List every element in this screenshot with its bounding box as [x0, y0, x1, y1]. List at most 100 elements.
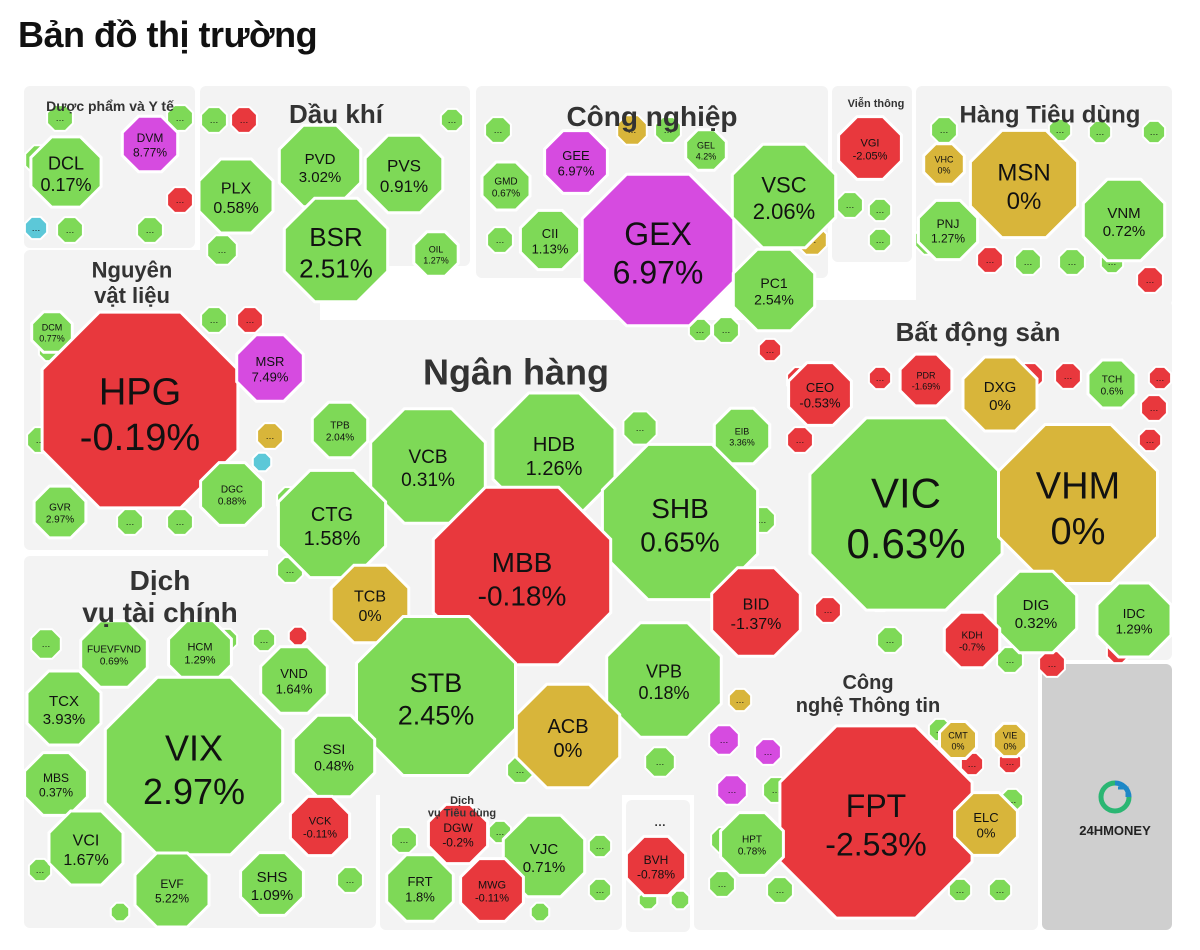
filler-cell [23, 215, 49, 241]
ticker-cell[interactable] [514, 682, 622, 790]
ticker-cell[interactable] [235, 333, 305, 403]
ticker-change: 2.97% [143, 771, 245, 812]
ticker-symbol: EVF [160, 877, 183, 891]
filler-cell-label: … [636, 423, 645, 433]
filler-cell [1087, 119, 1113, 145]
ticker-change: 2.97% [46, 515, 74, 526]
ticker-cell[interactable] [133, 851, 211, 929]
ticker-cell[interactable] [103, 675, 285, 857]
ticker-change: -0.19% [80, 417, 200, 459]
ticker-cell[interactable] [355, 615, 517, 777]
ticker-cell[interactable] [259, 645, 329, 715]
ticker-cell[interactable] [385, 853, 455, 923]
ticker-cell[interactable] [993, 569, 1079, 655]
ticker-cell[interactable] [808, 416, 1004, 612]
ticker-cell[interactable] [1081, 177, 1167, 263]
filler-cell [987, 877, 1013, 903]
ticker-cell[interactable] [961, 355, 1039, 433]
ticker-cell[interactable] [1086, 358, 1138, 410]
ticker-cell[interactable] [32, 484, 88, 540]
ticker-cell[interactable] [710, 566, 802, 658]
filler-cell [166, 508, 194, 536]
filler-cell-label: … [996, 885, 1005, 895]
filler-cell-label: … [42, 639, 51, 649]
sector-group: VGI -2.05% [837, 115, 903, 181]
ticker-cell[interactable] [730, 142, 838, 250]
ticker-cell[interactable] [719, 811, 785, 877]
ticker-cell[interactable] [712, 406, 772, 466]
ticker-cell[interactable] [968, 128, 1080, 240]
ticker-cell[interactable] [426, 802, 490, 866]
ticker-cell[interactable] [731, 247, 817, 333]
ticker-symbol: FRT [407, 874, 432, 889]
ticker-cell[interactable] [942, 610, 1002, 670]
ticker-cell[interactable] [938, 720, 978, 760]
ticker-symbol: ACB [547, 716, 588, 738]
ticker-change: 1.13% [532, 242, 569, 257]
ticker-cell[interactable] [543, 129, 609, 195]
ticker-symbol: VIC [871, 470, 941, 517]
ticker-cell[interactable] [624, 834, 688, 898]
ticker-change: 0% [358, 608, 381, 625]
ticker-cell[interactable] [23, 751, 89, 817]
ticker-change: 3.02% [299, 169, 342, 186]
filler-cell-label: … [728, 785, 737, 795]
ticker-cell[interactable] [282, 196, 390, 304]
ticker-cell[interactable] [197, 157, 275, 235]
ticker-cell[interactable] [778, 724, 974, 920]
ticker-cell[interactable] [580, 172, 736, 328]
ticker-cell[interactable] [47, 809, 125, 887]
ticker-cell[interactable] [120, 114, 180, 174]
ticker-cell[interactable] [953, 791, 1019, 857]
filler-cell [1058, 248, 1086, 276]
ticker-cell[interactable] [459, 857, 525, 923]
ticker-cell[interactable] [199, 461, 265, 527]
ticker-cell[interactable] [600, 442, 760, 602]
filler-cell-label: … [346, 875, 355, 885]
ticker-cell[interactable] [369, 407, 487, 525]
filler-cell [1137, 427, 1163, 453]
filler-cell [287, 625, 309, 647]
filler-cell-label: … [496, 235, 505, 245]
ticker-cell[interactable] [239, 851, 305, 917]
filler-cell-label: … [1150, 403, 1159, 413]
ticker-cell[interactable] [79, 619, 149, 689]
filler-cell [708, 724, 740, 756]
ticker-symbol: MSR [256, 354, 285, 369]
ticker-cell[interactable] [922, 142, 966, 186]
ticker-cell[interactable] [684, 128, 728, 172]
filler-cell-label: … [1056, 125, 1065, 135]
ticker-cell[interactable] [518, 208, 582, 272]
ticker-cell[interactable] [30, 310, 74, 354]
ticker-cell[interactable] [291, 713, 377, 799]
filler-cell-label: … [824, 605, 833, 615]
filler-cell [390, 826, 418, 854]
ticker-cell[interactable] [288, 794, 352, 858]
ticker-cell[interactable] [310, 400, 370, 460]
ticker-cell[interactable] [363, 133, 445, 215]
ticker-cell[interactable] [431, 485, 613, 667]
ticker-symbol: DXG [984, 379, 1017, 396]
ticker-cell[interactable] [40, 310, 240, 510]
ticker-symbol: PVS [387, 156, 421, 175]
ticker-cell[interactable] [787, 361, 853, 427]
ticker-cell[interactable] [412, 230, 460, 278]
ticker-change: 2.51% [299, 253, 373, 283]
filler-cell [754, 738, 782, 766]
ticker-cell[interactable] [916, 198, 980, 262]
ticker-cell[interactable] [25, 669, 103, 747]
ticker-cell[interactable] [997, 423, 1159, 585]
ticker-cell[interactable] [29, 135, 103, 209]
ticker-cell[interactable] [837, 115, 903, 181]
filler-cell-label: … [1006, 655, 1015, 665]
ticker-cell[interactable] [898, 352, 954, 408]
ticker-cell[interactable] [1095, 581, 1173, 659]
filler-cell [30, 628, 62, 660]
ticker-cell[interactable] [480, 160, 532, 212]
ticker-cell[interactable] [605, 621, 723, 739]
logo-text: 24HMONEY [1079, 823, 1151, 838]
ticker-cell[interactable] [991, 721, 1029, 759]
ticker-symbol: MBB [492, 547, 553, 578]
ticker-symbol: DIG [1023, 597, 1050, 614]
